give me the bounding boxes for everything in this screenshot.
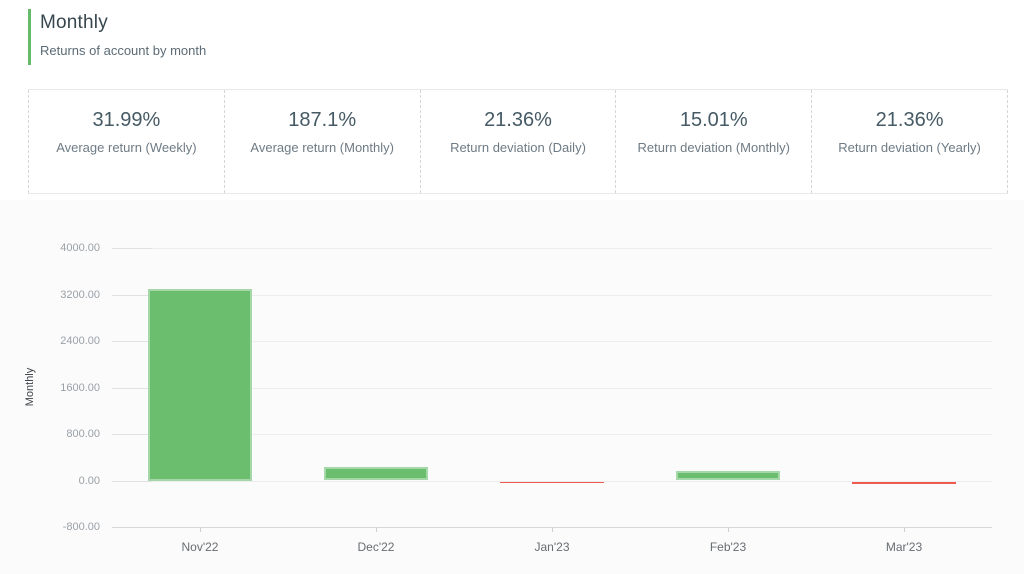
stat-label: Return deviation (Monthly) (637, 140, 791, 155)
x-tick-mark (200, 527, 201, 532)
bar-dec-22[interactable] (324, 467, 428, 481)
stat-label: Average return (Monthly) (250, 140, 394, 155)
monthly-returns-chart: Monthly 4000.00 3200.00 2400.00 1600.00 800.… (0, 200, 1024, 574)
gridline (112, 248, 992, 249)
bar-feb-23[interactable] (676, 471, 780, 481)
x-tick-mark (376, 527, 377, 532)
gridline (112, 294, 992, 296)
x-tick-label: Jan'23 (534, 540, 570, 554)
x-tick-label: Dec'22 (357, 540, 395, 554)
gridline (112, 480, 992, 482)
y-tick-label: -800.00 (62, 521, 100, 533)
x-tick-label: Feb'23 (709, 540, 747, 554)
page-title: Monthly (40, 12, 108, 33)
stat-label: Average return (Weekly) (56, 140, 197, 155)
stat-value: 187.1% (288, 109, 357, 131)
y-tick-mark (112, 248, 152, 249)
stat-value: 31.99% (92, 109, 161, 131)
x-tick-label: Mar'23 (885, 540, 923, 554)
y-tick-mark (112, 434, 152, 435)
x-axis-labels: Nov'22 Dec'22 Jan'23 Feb'23 Mar'23 (112, 540, 992, 560)
stat-value: 21.36% (875, 109, 944, 131)
y-tick-label: 4000.00 (60, 242, 100, 254)
stat-value: 21.36% (484, 109, 552, 131)
bar-plot (112, 248, 992, 532)
stat-average-return-weekly: 31.99% Average return (Weekly) (28, 90, 224, 193)
page-subtitle: Returns of account by month (40, 43, 207, 58)
y-tick-label: 800.00 (66, 428, 100, 440)
x-tick-mark (552, 527, 553, 532)
y-tick-label: 1600.00 (60, 381, 100, 394)
stats-row: 31.99% Average return (Weekly) 187.1% Av… (28, 89, 1008, 194)
stat-return-deviation-daily: 21.36% Return deviation (Daily) (419, 90, 616, 193)
bar-nov-22[interactable] (148, 288, 252, 481)
gridline (112, 341, 992, 342)
y-tick-mark (112, 480, 152, 482)
bar-mar-23[interactable] (852, 481, 956, 484)
y-tick-label: 0.00 (78, 474, 100, 487)
y-axis-labels: 4000.00 3200.00 2400.00 1600.00 800.00 0.00 -8… (0, 242, 100, 533)
x-tick-mark (904, 527, 905, 532)
y-tick-mark (112, 341, 152, 342)
stat-label: Return deviation (Yearly) (838, 140, 981, 155)
y-tick-mark (112, 387, 152, 389)
stat-average-return-monthly: 187.1% Average return (Monthly) (223, 90, 420, 193)
stat-return-deviation-yearly: 21.36% Return deviation (Yearly) (811, 90, 1008, 193)
accent-bar (28, 9, 31, 65)
stat-return-deviation-monthly: 15.01% Return deviation (Monthly) (615, 90, 811, 193)
stat-value: 15.01% (679, 109, 748, 131)
x-tick-label: Nov'22 (181, 540, 219, 554)
y-tick-label: 3200.00 (60, 288, 100, 301)
chart-header: Monthly Returns of account by month (28, 8, 206, 66)
y-tick-label: 2400.00 (60, 335, 100, 347)
stat-label: Return deviation (Daily) (450, 140, 586, 155)
gridline (112, 387, 992, 389)
bar-jan-23[interactable] (500, 481, 604, 483)
x-tick-mark (728, 527, 729, 532)
y-tick-mark (112, 294, 152, 296)
gridline (112, 434, 992, 435)
